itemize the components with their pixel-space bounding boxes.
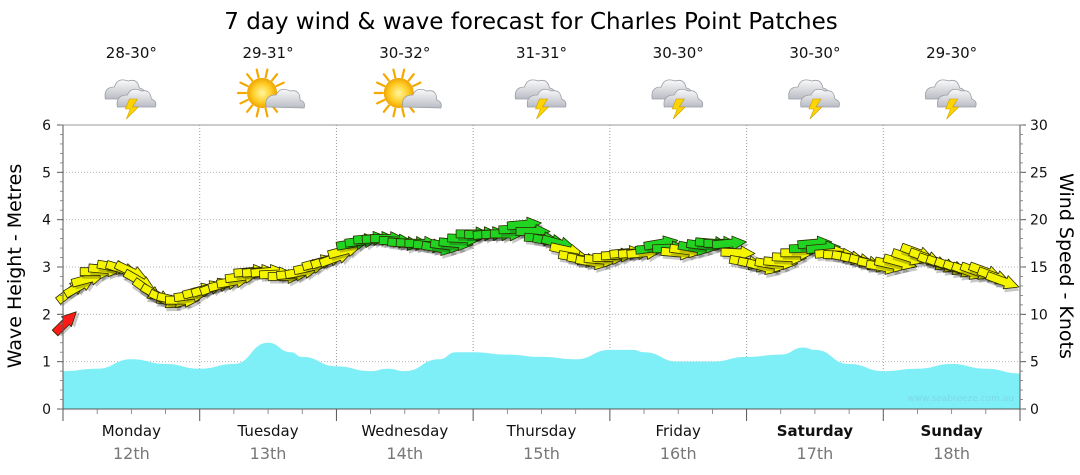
day-date: 14th (386, 444, 423, 463)
wind-arrow (985, 271, 1020, 293)
left-tick-label: 0 (42, 402, 51, 418)
left-tick-label: 1 (42, 355, 51, 371)
day-temp-range: 29-30° (926, 44, 977, 62)
right-axis-label: Wind Speed - Knots (1055, 173, 1077, 359)
right-tick-label: 10 (1030, 307, 1048, 323)
bottom-axis (62, 408, 1021, 421)
day-temp-range: 30-32° (379, 44, 430, 62)
wave-height-gridlines (63, 171, 1020, 363)
right-tick-label: 0 (1030, 402, 1039, 418)
day-temp-range: 28-30° (106, 44, 157, 62)
day-name: Friday (655, 422, 701, 440)
left-tick-label: 4 (42, 213, 51, 229)
day-temp-range: 30-30° (653, 44, 704, 62)
wind-speed-series (51, 216, 1020, 337)
left-tick-label: 6 (42, 118, 51, 134)
storm-cloud-icon (788, 79, 840, 120)
left-tick-label: 2 (42, 307, 51, 323)
right-axis: 0 5 10 15 20 25 30 (1019, 118, 1048, 418)
sun-cloud-icon (373, 68, 442, 118)
day-date: 18th (933, 444, 970, 463)
left-tick-label: 5 (42, 165, 51, 181)
left-tick-label: 3 (42, 260, 51, 276)
storm-cloud-icon (514, 79, 567, 120)
watermark: www.seabreeze.com.au (907, 394, 1014, 404)
right-tick-label: 15 (1030, 260, 1048, 276)
day-forecast-headers: 28-30° 29-31° 30-32° 31-31° 30-30° 30-30° 29-3… (104, 44, 977, 120)
day-name: Saturday (777, 422, 854, 440)
right-tick-label: 30 (1030, 118, 1048, 134)
day-name: Wednesday (361, 422, 448, 440)
chart-title: 7 day wind & wave forecast for Charles P… (224, 9, 837, 35)
day-date: 16th (660, 444, 697, 463)
day-date: 12th (113, 444, 150, 463)
right-tick-label: 20 (1030, 213, 1048, 229)
left-axis: 0 1 2 3 4 5 6 (42, 118, 64, 418)
wave-height-area (63, 342, 1020, 409)
day-date: 17th (797, 444, 834, 463)
day-temp-range: 30-30° (789, 44, 840, 62)
day-name: Monday (102, 422, 161, 440)
day-name: Tuesday (237, 422, 299, 440)
day-date: 13th (250, 444, 287, 463)
wave-height-series (63, 342, 1020, 409)
day-temp-range: 31-31° (516, 44, 567, 62)
day-labels: Monday 12th Tuesday 13th Wednesday 14th Thursd… (102, 422, 983, 463)
day-name: Thursday (506, 422, 577, 440)
day-temp-range: 29-31° (243, 44, 294, 62)
day-name: Sunday (920, 422, 983, 440)
right-tick-label: 25 (1030, 165, 1048, 181)
day-date: 15th (523, 444, 560, 463)
storm-cloud-icon (651, 79, 704, 120)
storm-cloud-icon (924, 79, 977, 120)
storm-cloud-icon (104, 79, 157, 120)
left-axis-label: Wave Height - Metres (4, 164, 26, 368)
right-tick-label: 5 (1030, 355, 1039, 371)
sun-cloud-icon (236, 68, 305, 118)
